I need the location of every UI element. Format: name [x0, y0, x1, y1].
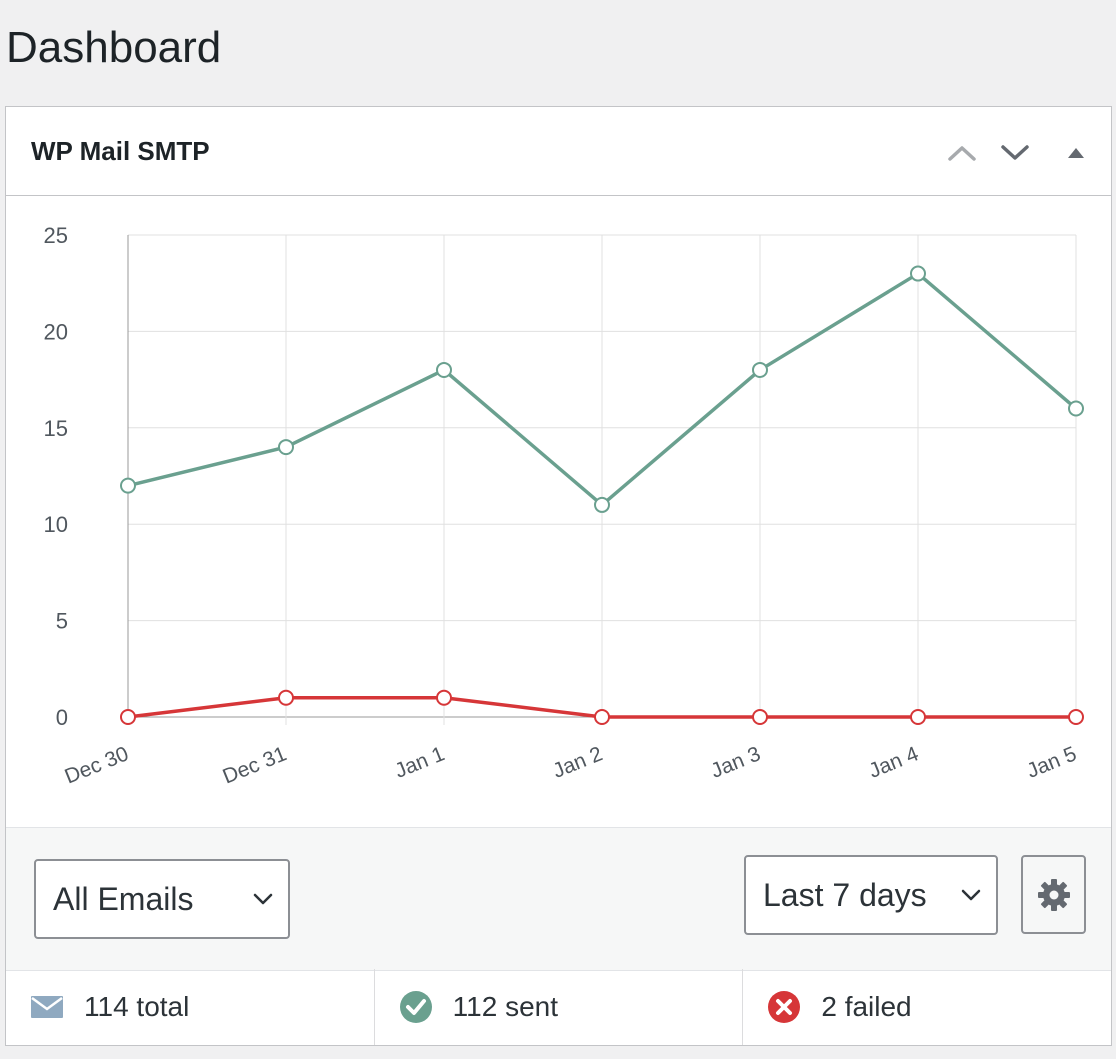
x-tick-label: Jan 1 [392, 742, 448, 783]
move-up-button[interactable] [942, 133, 982, 173]
widget-title: WP Mail SMTP [31, 136, 210, 166]
move-down-button[interactable] [995, 133, 1035, 173]
triangle-up-icon [1068, 148, 1084, 158]
x-tick-label: Dec 31 [220, 742, 290, 788]
data-point [752, 709, 768, 725]
email-filter-value: All Emails [53, 880, 194, 917]
email-chart: 0 5 10 15 20 25 Dec 30 Dec 31 Jan 1 Jan 2 Jan 3 Jan… [6, 196, 1111, 827]
x-tick-label: Jan 2 [550, 742, 606, 783]
data-point [278, 439, 294, 456]
data-point [594, 709, 610, 725]
wp-mail-smtp-widget: WP Mail SMTP 0 5 10 15 20 25 Dec 30 Dec 31 Jan 1… [5, 106, 1112, 1046]
data-point [1068, 709, 1084, 725]
email-stats: 114 total 112 sent 2 failed [6, 969, 1111, 1045]
data-point [910, 709, 926, 725]
stat-total: 114 total [6, 969, 375, 1045]
y-tick-label: 0 [56, 705, 68, 730]
y-tick-label: 20 [44, 319, 68, 344]
stat-failed-label: 2 failed [821, 991, 912, 1022]
stat-failed: 2 failed [743, 969, 1111, 1045]
y-tick-label: 10 [44, 512, 68, 537]
chart-controls: All Emails Last 7 days [6, 827, 1111, 971]
x-tick-label: Jan 4 [866, 742, 923, 783]
stat-sent-label: 112 sent [452, 991, 559, 1022]
gear-icon [1037, 878, 1070, 911]
data-point [436, 361, 452, 378]
stat-sent: 112 sent [375, 969, 744, 1045]
period-select[interactable]: Last 7 days [744, 855, 998, 935]
y-tick-label: 15 [44, 416, 68, 441]
chevron-down-icon [1001, 145, 1029, 160]
data-point [278, 689, 294, 706]
widget-header: WP Mail SMTP [6, 107, 1111, 196]
data-point [436, 689, 452, 706]
x-tick-label: Jan 3 [708, 742, 764, 783]
y-tick-label: 5 [56, 609, 68, 634]
period-value: Last 7 days [763, 876, 927, 913]
x-circle-icon [767, 990, 801, 1024]
envelope-icon [30, 990, 64, 1024]
data-point [752, 361, 768, 378]
page-title: Dashboard [6, 23, 222, 72]
data-point [594, 496, 610, 513]
data-point [910, 265, 926, 282]
data-point [1068, 400, 1084, 417]
x-tick-label: Jan 5 [1024, 742, 1080, 783]
chevron-up-icon [948, 146, 976, 161]
settings-button[interactable] [1021, 855, 1086, 934]
data-point [120, 709, 136, 725]
data-point [120, 477, 136, 494]
y-tick-label: 25 [44, 223, 68, 248]
x-tick-label: Dec 30 [62, 742, 132, 788]
chevron-down-icon [961, 889, 981, 901]
stat-total-label: 114 total [84, 991, 190, 1022]
email-filter-select[interactable]: All Emails [34, 859, 290, 939]
toggle-panel-button[interactable] [1056, 133, 1096, 173]
check-circle-icon [399, 990, 433, 1024]
chevron-down-icon [253, 893, 273, 905]
line-chart: 0 5 10 15 20 25 Dec 30 Dec 31 Jan 1 Jan 2 Jan 3 Jan… [44, 223, 1084, 789]
